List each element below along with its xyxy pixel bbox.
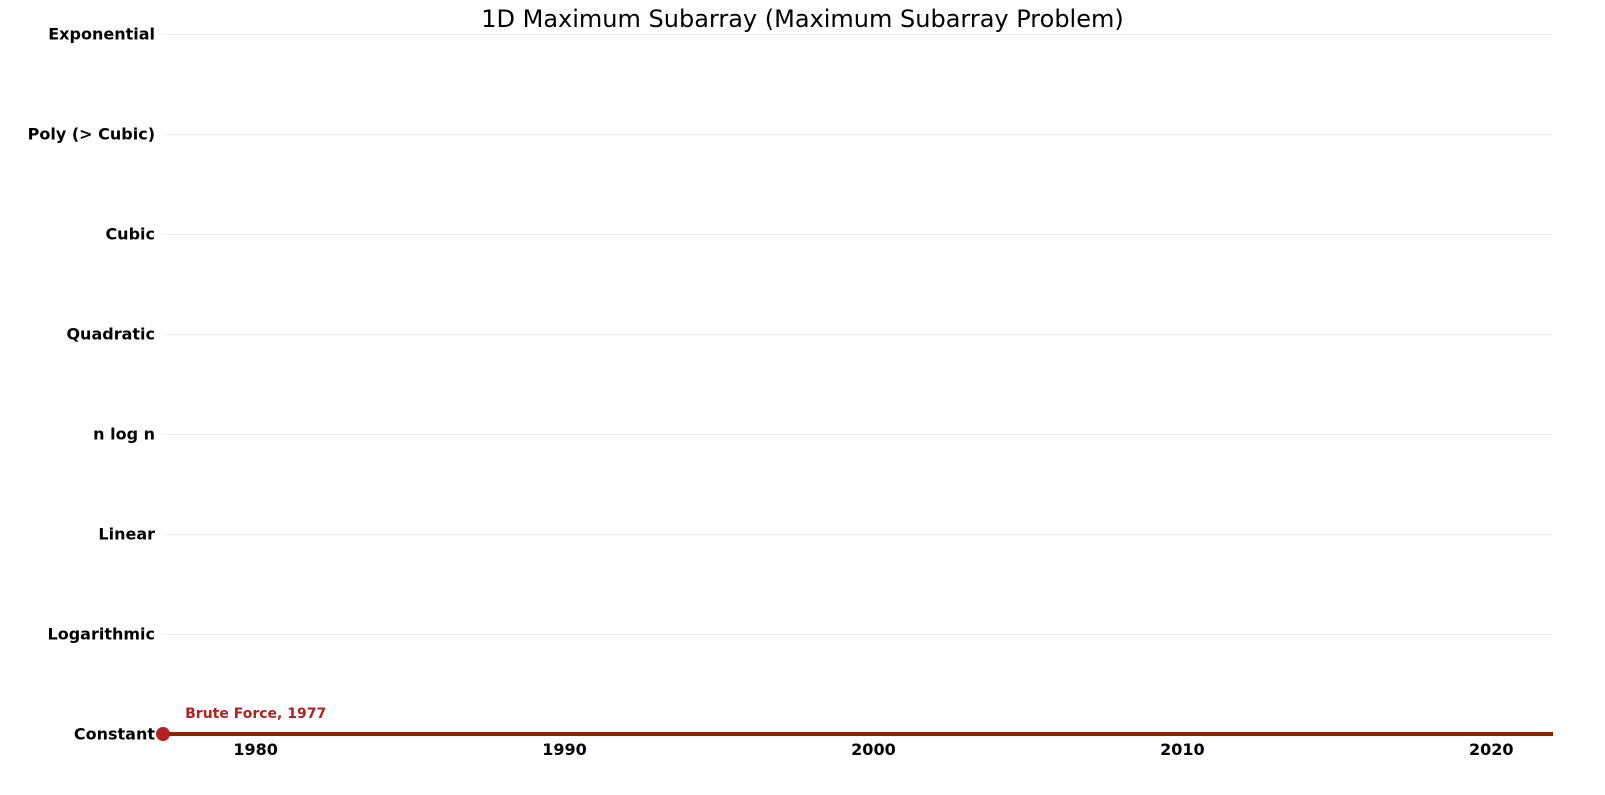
y-tick-label: Cubic [105, 225, 155, 244]
annotation-label: Brute Force, 1977 [185, 706, 326, 722]
gridline [163, 34, 1553, 35]
y-tick-label: Linear [98, 525, 155, 544]
x-tick-label: 2020 [1469, 740, 1514, 759]
x-tick-label: 2000 [851, 740, 896, 759]
y-tick-label: n log n [93, 425, 155, 444]
y-tick-label: Constant [74, 725, 155, 744]
plot-area: ConstantLogarithmicLinearn log nQuadrati… [163, 34, 1553, 734]
series-line [163, 732, 1553, 736]
y-tick-label: Logarithmic [48, 625, 156, 644]
gridline [163, 534, 1553, 535]
x-tick-label: 1980 [233, 740, 278, 759]
data-point [156, 727, 170, 741]
y-tick-label: Poly (> Cubic) [28, 125, 155, 144]
gridline [163, 334, 1553, 335]
gridline [163, 234, 1553, 235]
y-tick-label: Exponential [48, 25, 155, 44]
gridline [163, 134, 1553, 135]
gridline [163, 434, 1553, 435]
gridline [163, 634, 1553, 635]
x-tick-label: 1990 [542, 740, 587, 759]
y-tick-label: Quadratic [66, 325, 155, 344]
chart-title: 1D Maximum Subarray (Maximum Subarray Pr… [481, 5, 1123, 33]
chart-container: 1D Maximum Subarray (Maximum Subarray Pr… [0, 0, 1605, 795]
x-tick-label: 2010 [1160, 740, 1205, 759]
